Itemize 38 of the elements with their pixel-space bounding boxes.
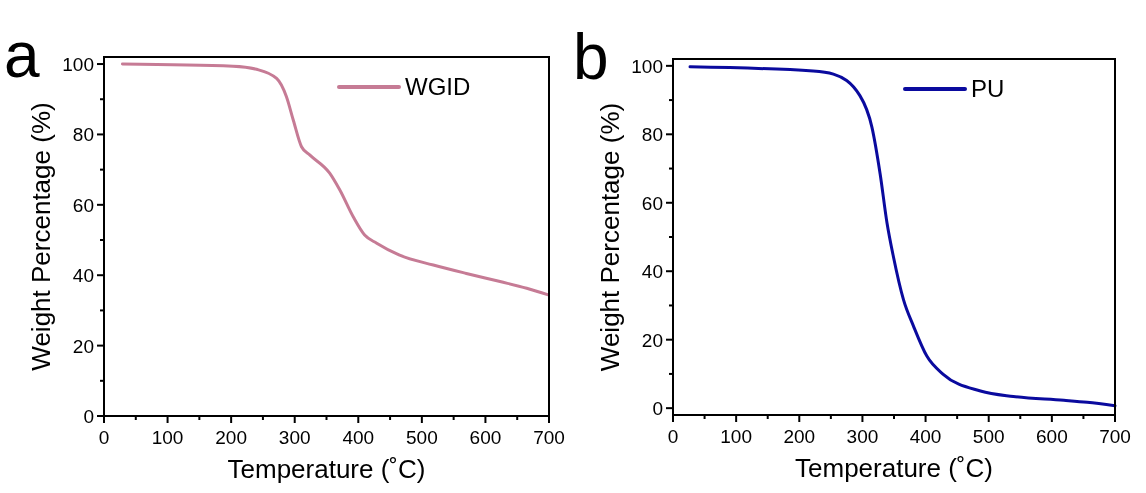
- x-tick-label: 0: [667, 426, 679, 447]
- x-tick-label: 700: [1099, 426, 1131, 447]
- legend-label: PU: [971, 75, 1005, 102]
- y-tick-label: 40: [72, 265, 94, 287]
- y-tick-label: 0: [83, 406, 94, 427]
- y-tick-label: 100: [631, 55, 663, 77]
- y-axis-title: Weight Percentage (%): [595, 102, 625, 372]
- x-tick-label: 500: [972, 426, 1005, 447]
- x-tick-label: 200: [215, 427, 247, 448]
- x-tick-label: 400: [342, 427, 375, 448]
- x-tick-label: 600: [469, 427, 502, 448]
- x-tick-label: 600: [1036, 426, 1068, 447]
- y-tick-label: 20: [641, 329, 663, 351]
- text: b: [573, 21, 609, 93]
- y-tick-label: 80: [72, 124, 94, 146]
- y-tick-label: 60: [72, 194, 94, 216]
- y-tick-label: 40: [641, 261, 663, 283]
- x-axis-title: Temperature (˚C): [795, 453, 993, 483]
- x-tick-label: 300: [846, 426, 879, 447]
- x-tick-label: 300: [278, 427, 311, 448]
- x-tick-label: 200: [783, 426, 816, 447]
- x-tick-label: 100: [720, 426, 752, 447]
- y-tick-label: 100: [62, 54, 94, 76]
- line-series: [120, 62, 550, 297]
- y-axis-title: Weight Percentage (%): [26, 102, 56, 371]
- x-tick-label: 400: [909, 426, 942, 447]
- x-tick-label: 0: [98, 427, 110, 448]
- x-tick-label: 100: [151, 427, 184, 448]
- x-tick-label: 700: [533, 427, 565, 448]
- y-tick-label: 60: [641, 192, 663, 214]
- text: a: [4, 19, 40, 91]
- x-axis-title: Temperature (˚C): [227, 454, 426, 484]
- y-tick-label: 20: [72, 335, 94, 357]
- y-tick-label: 80: [641, 124, 663, 146]
- y-tick-label: 0: [652, 398, 663, 420]
- legend-label: WGID: [405, 73, 471, 100]
- line-series: [688, 65, 1117, 408]
- x-tick-label: 500: [406, 427, 438, 448]
